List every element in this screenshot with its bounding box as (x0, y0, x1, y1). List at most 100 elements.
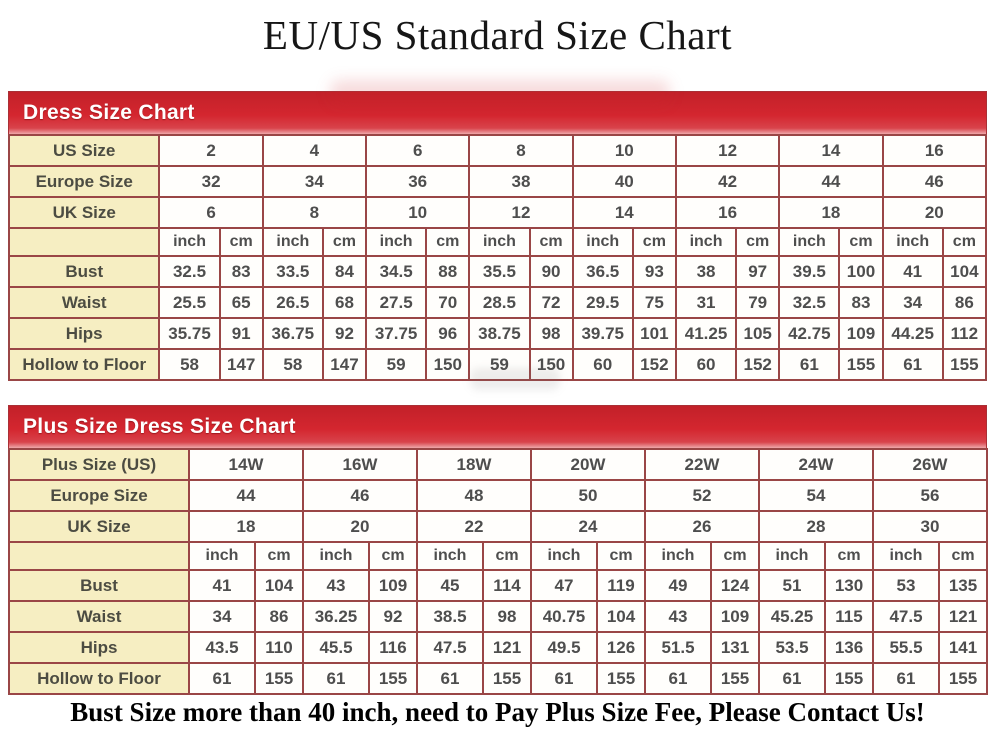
inch-value: 45.5 (302, 631, 370, 665)
unit-inch-label: inch (778, 227, 841, 258)
cm-value: 109 (710, 600, 760, 634)
cm-value: 147 (321, 348, 368, 382)
cm-value: 93 (631, 255, 677, 289)
unit-cm-label: cm (321, 227, 368, 258)
inch-value: 61 (302, 662, 370, 696)
standard-size-chart: Dress Size Chart US Size 2 4 6 8 10 12 14 16 Euro… (7, 91, 988, 382)
cm-value: 155 (254, 662, 304, 696)
size-cell: 18 (778, 196, 884, 230)
size-cell: 42 (674, 165, 781, 199)
inch-value: 45.25 (758, 600, 826, 634)
plus-size-fee-note: Bust Size more than 40 inch, need to Pay… (70, 697, 925, 728)
unit-inch-label: inch (302, 541, 370, 572)
size-cell: 28 (758, 510, 874, 544)
inch-value: 43.5 (188, 631, 256, 665)
cm-value: 131 (710, 631, 760, 665)
unit-cm-label: cm (596, 541, 646, 572)
inch-value: 53 (872, 569, 940, 603)
plus-size-chart: Plus Size Dress Size Chart Plus Size (US… (8, 405, 988, 696)
inch-value: 61 (881, 348, 944, 382)
cm-value: 150 (528, 348, 574, 382)
cm-value: 155 (938, 662, 988, 696)
size-cell: 8 (261, 196, 368, 230)
size-cell: 24W (758, 448, 874, 482)
cm-value: 155 (596, 662, 646, 696)
unit-cm-label: cm (425, 227, 471, 258)
inch-value: 47 (530, 569, 598, 603)
size-cell: 30 (872, 510, 988, 544)
inch-value: 29.5 (571, 286, 634, 320)
size-cell: 36 (365, 165, 471, 199)
cm-value: 141 (938, 631, 988, 665)
unit-inch-label: inch (416, 541, 484, 572)
inch-value: 41 (188, 569, 256, 603)
size-cell: 34 (261, 165, 368, 199)
cm-value: 115 (824, 600, 874, 634)
row-label: Hollow to Floor (7, 348, 161, 382)
cm-value: 155 (941, 348, 988, 382)
size-cell: 40 (571, 165, 677, 199)
inch-value: 61 (872, 662, 940, 696)
row-label: UK Size (8, 510, 190, 544)
size-cell: 14 (571, 196, 677, 230)
row-label: Hips (7, 317, 161, 351)
page-title: EU/US Standard Size Chart (262, 12, 733, 58)
cm-value: 121 (482, 631, 532, 665)
inch-value: 41.25 (674, 317, 738, 351)
unit-cm-label: cm (218, 227, 264, 258)
inch-value: 45 (416, 569, 484, 603)
size-cell: 10 (365, 196, 471, 230)
inch-value: 49 (644, 569, 712, 603)
size-cell: 54 (758, 479, 874, 513)
inch-value: 34 (881, 286, 944, 320)
cm-value: 101 (631, 317, 677, 351)
size-cell: 16 (674, 196, 781, 230)
size-row: UK Size 18 20 22 24 26 28 30 (8, 510, 988, 544)
size-cell: 44 (778, 165, 884, 199)
inch-value: 38.75 (468, 317, 531, 351)
size-cell: 56 (872, 479, 988, 513)
inch-value: 28.5 (468, 286, 531, 320)
size-cell: 26W (872, 448, 988, 482)
size-cell: 14W (188, 448, 304, 482)
inch-value: 39.75 (571, 317, 634, 351)
inch-value: 55.5 (872, 631, 940, 665)
inch-value: 44.25 (881, 317, 944, 351)
cm-value: 155 (838, 348, 884, 382)
measure-row: Bust 41 104 43 109 45 114 47 119 49 124 51 130 53 135 (8, 569, 988, 603)
size-cell: 22W (644, 448, 760, 482)
unit-row: inch cm inch cm inch cm inch cm inch cm inch cm inch… (8, 541, 988, 572)
unit-inch-label: inch (872, 541, 940, 572)
cm-value: 98 (482, 600, 532, 634)
cm-value: 121 (938, 600, 988, 634)
standard-size-table: US Size 2 4 6 8 10 12 14 16 Europe Size 32 34 36 38 40… (7, 134, 988, 382)
unit-cm-label: cm (938, 541, 988, 572)
inch-value: 34.5 (365, 255, 428, 289)
inch-value: 39.5 (778, 255, 841, 289)
cm-value: 124 (710, 569, 760, 603)
unit-inch-label: inch (571, 227, 634, 258)
inch-value: 37.75 (365, 317, 428, 351)
plus-chart-header-bar: Plus Size Dress Size Chart (8, 405, 987, 449)
inch-value: 49.5 (530, 631, 598, 665)
unit-inch-label: inch (881, 227, 944, 258)
size-cell: 32 (158, 165, 264, 199)
row-label: Hips (8, 631, 190, 665)
size-cell: 10 (571, 134, 677, 168)
row-label: Waist (7, 286, 161, 320)
measure-row: Hollow to Floor 61 155 61 155 61 155 61 155 61 155… (8, 662, 988, 696)
size-cell: 52 (644, 479, 760, 513)
size-cell: 20W (530, 448, 646, 482)
size-cell: 18W (416, 448, 532, 482)
size-cell: 12 (468, 196, 574, 230)
unit-inch-label: inch (758, 541, 826, 572)
cm-value: 97 (735, 255, 781, 289)
cm-value: 152 (735, 348, 781, 382)
size-cell: 22 (416, 510, 532, 544)
inch-value: 53.5 (758, 631, 826, 665)
size-cell: 20 (302, 510, 418, 544)
cm-value: 155 (824, 662, 874, 696)
plus-size-table: Plus Size (US) 14W 16W 18W 20W 22W 24W 26W Europ… (8, 448, 988, 696)
unit-cm-label: cm (941, 227, 988, 258)
row-label: Plus Size (US) (8, 448, 190, 482)
